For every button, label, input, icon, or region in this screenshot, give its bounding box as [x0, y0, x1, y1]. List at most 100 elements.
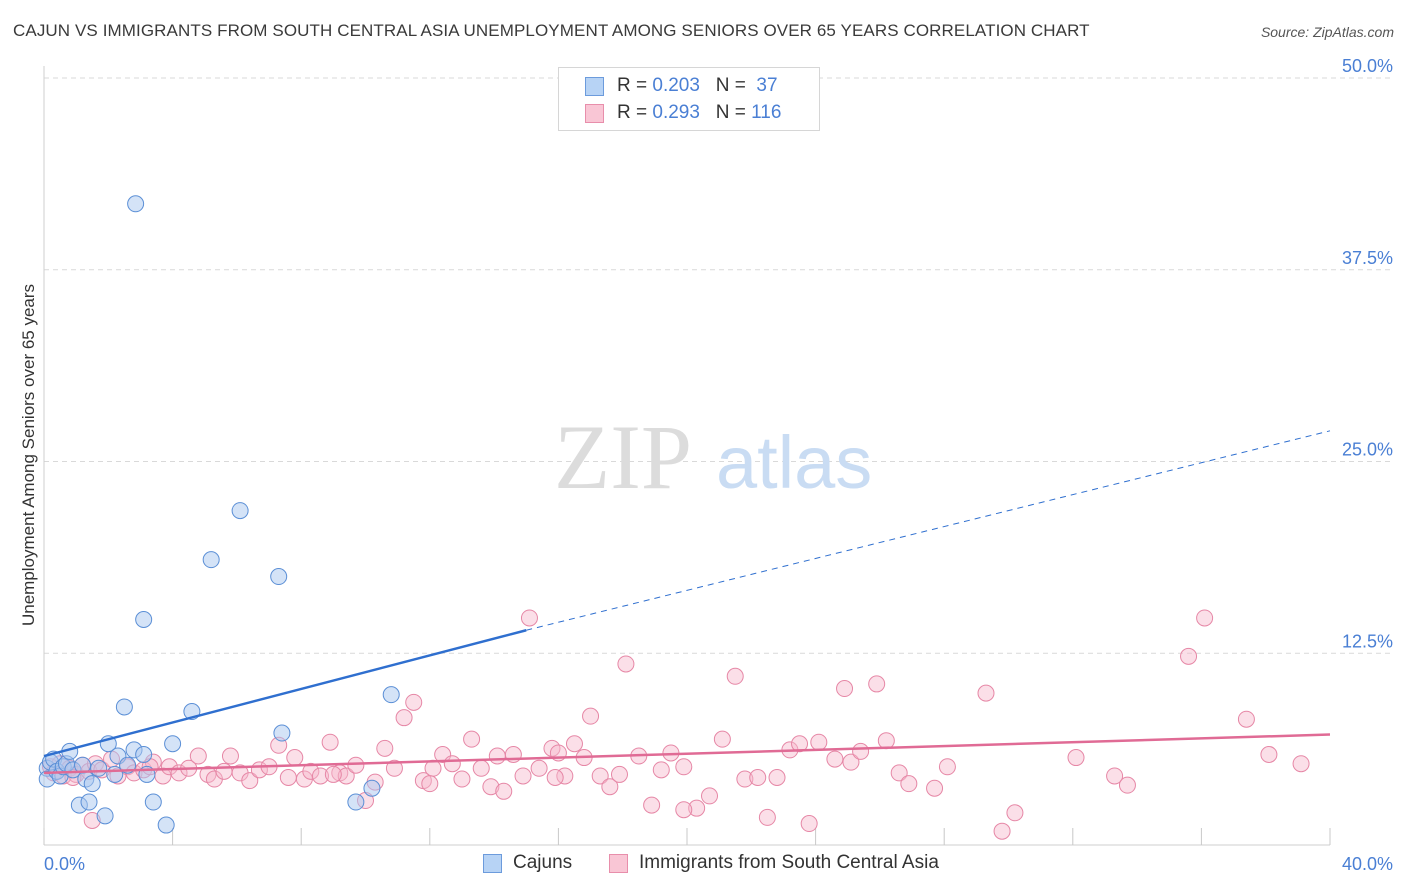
chart-title: CAJUN VS IMMIGRANTS FROM SOUTH CENTRAL A…	[13, 21, 1090, 40]
immigrants-point	[405, 693, 423, 711]
immigrants-point	[938, 758, 956, 776]
cajuns-swatch	[585, 77, 604, 96]
immigrants-point	[520, 609, 538, 627]
immigrants-point	[385, 759, 403, 777]
immigrants-point	[324, 765, 342, 783]
cajuns-point	[270, 568, 288, 586]
gridlines	[44, 77, 1392, 654]
immigrants-point	[688, 799, 706, 817]
immigrants-point	[582, 707, 600, 725]
immigrants-point	[900, 775, 918, 793]
y-tick-label: 12.5%	[1342, 631, 1393, 651]
cajuns-legend-label: Cajuns	[513, 852, 573, 873]
immigrants-point	[800, 815, 818, 833]
cajuns-legend-swatch	[483, 854, 502, 873]
n-value: 116	[751, 102, 782, 123]
r-label: R =	[617, 102, 653, 123]
x-tick-label: 0.0%	[44, 854, 85, 874]
cajuns-point	[164, 735, 182, 753]
n-value: 37	[756, 75, 778, 96]
cajuns-point	[90, 759, 108, 777]
immigrants-legend-label: Immigrants from South Central Asia	[639, 852, 939, 873]
immigrants-point	[395, 709, 413, 727]
immigrants-point	[768, 769, 786, 787]
immigrants-point	[1292, 755, 1310, 773]
source-label: Source: ZipAtlas.com	[1260, 24, 1394, 40]
immigrants-point	[530, 759, 548, 777]
immigrants-swatch	[585, 104, 604, 123]
cajuns-point	[202, 551, 220, 569]
immigrants-legend-swatch	[609, 854, 628, 873]
immigrants-point	[1180, 647, 1198, 665]
immigrants-point	[546, 769, 564, 787]
immigrants-point	[617, 655, 635, 673]
y-axis-label: Unemployment Among Seniors over 65 years	[19, 284, 38, 626]
immigrants-point	[1006, 804, 1024, 822]
watermark-atlas: atlas	[716, 421, 872, 504]
cajuns-point	[363, 779, 381, 797]
cajuns-point	[347, 793, 365, 811]
y-tick-label: 50.0%	[1342, 56, 1393, 76]
immigrants-point	[514, 767, 532, 785]
immigrants-point	[758, 808, 776, 826]
immigrants-point	[421, 775, 439, 793]
cajuns-point	[273, 724, 291, 742]
legend-row-cajuns-text: R = 0.203 N = 37	[617, 75, 778, 97]
immigrants-point	[443, 755, 461, 773]
immigrants-point	[726, 667, 744, 685]
immigrants-point	[279, 769, 297, 787]
immigrants-point	[1106, 767, 1124, 785]
immigrants-point	[215, 762, 233, 780]
cajuns-points	[38, 195, 400, 834]
cajuns-point	[96, 807, 114, 825]
immigrants-point	[241, 772, 259, 790]
cajuns-point	[83, 775, 101, 793]
immigrants-point	[652, 761, 670, 779]
cajuns-point	[382, 686, 400, 704]
immigrants-point	[347, 756, 365, 774]
immigrants-point	[810, 733, 828, 751]
immigrants-point	[1237, 710, 1255, 728]
r-value: 0.293	[652, 102, 700, 123]
immigrants-point	[701, 787, 719, 805]
immigrants-point	[791, 735, 809, 753]
cajuns-point	[157, 816, 175, 834]
immigrants-point	[189, 747, 207, 765]
correlation-legend: R = 0.203 N = 37 R = 0.293 N = 116	[558, 67, 820, 131]
immigrants-point	[1196, 609, 1214, 627]
axes	[43, 66, 1331, 846]
immigrants-point	[488, 747, 506, 765]
cajuns-trend-line	[43, 629, 527, 758]
trend-lines	[43, 430, 1331, 775]
n-label: N =	[715, 75, 752, 96]
immigrants-point	[826, 750, 844, 768]
cajuns-point	[135, 745, 153, 763]
x-tick-label: 40.0%	[1342, 854, 1393, 874]
immigrants-point	[1260, 745, 1278, 763]
immigrants-point	[993, 822, 1011, 840]
immigrants-point	[749, 769, 767, 787]
tick-labels: 12.5% 25.0% 37.5% 50.0% 0.0% 40.0%	[44, 56, 1393, 874]
immigrants-point	[221, 747, 239, 765]
immigrants-point	[736, 770, 754, 788]
legend-row-immigrants-text: R = 0.293 N = 116	[617, 102, 781, 124]
immigrants-point	[868, 675, 886, 693]
immigrants-point	[1118, 776, 1136, 794]
cajuns-point	[135, 611, 153, 629]
immigrants-point	[877, 732, 895, 750]
immigrants-point	[311, 767, 329, 785]
cajuns-point	[127, 195, 145, 213]
immigrants-point	[591, 767, 609, 785]
immigrants-point	[610, 765, 628, 783]
cajuns-point	[115, 698, 133, 716]
immigrants-point	[1067, 749, 1085, 767]
y-tick-label: 25.0%	[1342, 440, 1393, 460]
n-label: N =	[715, 102, 752, 123]
immigrants-point	[601, 778, 619, 796]
immigrants-point	[463, 730, 481, 748]
immigrants-trend-line	[43, 733, 1331, 775]
immigrants-point	[643, 796, 661, 814]
immigrants-point	[321, 733, 339, 751]
immigrants-point	[977, 684, 995, 702]
